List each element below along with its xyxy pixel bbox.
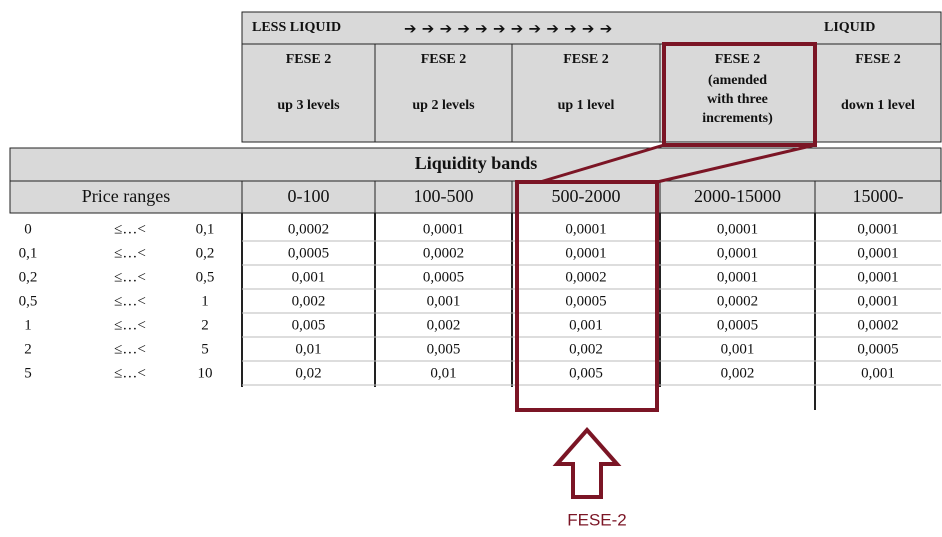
value-cell: 0,0002: [565, 269, 606, 285]
value-cell: 0,0001: [717, 221, 758, 237]
connector: [656, 143, 816, 184]
value-cell: 0,001: [861, 365, 895, 381]
value-cell: 0,001: [569, 317, 603, 333]
band: 15000-: [853, 186, 904, 206]
value-cell: 0,0001: [565, 221, 606, 237]
price-cell: 5: [24, 365, 32, 381]
value-cell: 0,002: [292, 293, 326, 309]
value-cell: 0,0005: [857, 341, 898, 357]
backgrounds: [9, 11, 942, 214]
price-cell: ≤…<: [114, 341, 146, 357]
highlight: [662, 42, 817, 147]
value-cell: 0,0005: [565, 293, 606, 309]
price-cell: 0,2: [196, 245, 215, 261]
value-cell: 0,005: [292, 317, 326, 333]
price-cell: ≤…<: [114, 221, 146, 237]
value-cell: 0,0001: [857, 245, 898, 261]
price-cell: ≤…<: [114, 269, 146, 285]
value-cell: 0,02: [295, 365, 321, 381]
value-cell: 0,001: [292, 269, 326, 285]
price-cell: 2: [201, 317, 209, 333]
value-cell: 0,0002: [423, 245, 464, 261]
price-cell: 0,1: [19, 245, 38, 261]
less-liquid: LESS LIQUID: [252, 20, 341, 35]
up-arrow: [552, 426, 622, 499]
level-desc: with three: [707, 92, 768, 107]
band: 500-2000: [552, 186, 621, 206]
price-cell: 0,2: [19, 269, 38, 285]
price-cell: ≤…<: [114, 245, 146, 261]
price-cell: 5: [201, 341, 209, 357]
price-cell: ≤…<: [114, 365, 146, 381]
highlight: [515, 180, 659, 412]
level-desc: increments): [702, 111, 773, 126]
value-cell: 0,001: [427, 293, 461, 309]
band: 0-100: [288, 186, 330, 206]
price-cell: 10: [198, 365, 213, 381]
price-cell: 0,5: [19, 293, 38, 309]
price-cell: ≤…<: [114, 293, 146, 309]
price-header: Price ranges: [82, 186, 170, 206]
value-cell: 0,01: [295, 341, 321, 357]
price-cell: 1: [24, 317, 32, 333]
price-cell: 1: [201, 293, 209, 309]
price-cell: 0,5: [196, 269, 215, 285]
arrows: ➔ ➔ ➔ ➔ ➔ ➔ ➔ ➔ ➔ ➔ ➔ ➔: [404, 20, 612, 38]
price-cell: ≤…<: [114, 317, 146, 333]
level-desc: up 2 levels: [412, 98, 475, 113]
band: 2000-15000: [694, 186, 781, 206]
value-cell: 0,005: [569, 365, 603, 381]
connector: [539, 143, 665, 184]
value-cell: 0,0005: [423, 269, 464, 285]
callout-label: FESE-2: [567, 510, 627, 529]
value-cell: 0,0001: [565, 245, 606, 261]
level-title: FESE 2: [855, 52, 901, 67]
value-cell: 0,002: [569, 341, 603, 357]
level-title: FESE 2: [421, 52, 467, 67]
level-desc: (amended: [708, 73, 767, 88]
level-desc: down 1 level: [841, 98, 915, 113]
level-title: FESE 2: [715, 52, 761, 67]
value-cell: 0,001: [721, 341, 755, 357]
price-cell: 0: [24, 221, 32, 237]
value-cell: 0,01: [430, 365, 456, 381]
value-cell: 0,005: [427, 341, 461, 357]
value-cell: 0,0001: [857, 269, 898, 285]
value-cell: 0,002: [427, 317, 461, 333]
value-cell: 0,0002: [288, 221, 329, 237]
value-cell: 0,0001: [857, 221, 898, 237]
value-cell: 0,0005: [288, 245, 329, 261]
value-cell: 0,0001: [717, 245, 758, 261]
value-cell: 0,0002: [857, 317, 898, 333]
band: 100-500: [414, 186, 474, 206]
value-cell: 0,0005: [717, 317, 758, 333]
value-cell: 0,0001: [717, 269, 758, 285]
price-cell: 0,1: [196, 221, 215, 237]
header-bg: [241, 11, 942, 143]
level-desc: up 3 levels: [277, 98, 340, 113]
value-cell: 0,0002: [717, 293, 758, 309]
level-title: FESE 2: [286, 52, 332, 67]
table-title: Liquidity bands: [415, 153, 538, 173]
level-title: FESE 2: [563, 52, 609, 67]
value-cell: 0,002: [721, 365, 755, 381]
price-cell: 2: [24, 341, 32, 357]
value-cell: 0,0001: [423, 221, 464, 237]
value-cell: 0,0001: [857, 293, 898, 309]
liquid: LIQUID: [824, 20, 875, 35]
level-desc: up 1 level: [558, 98, 615, 113]
